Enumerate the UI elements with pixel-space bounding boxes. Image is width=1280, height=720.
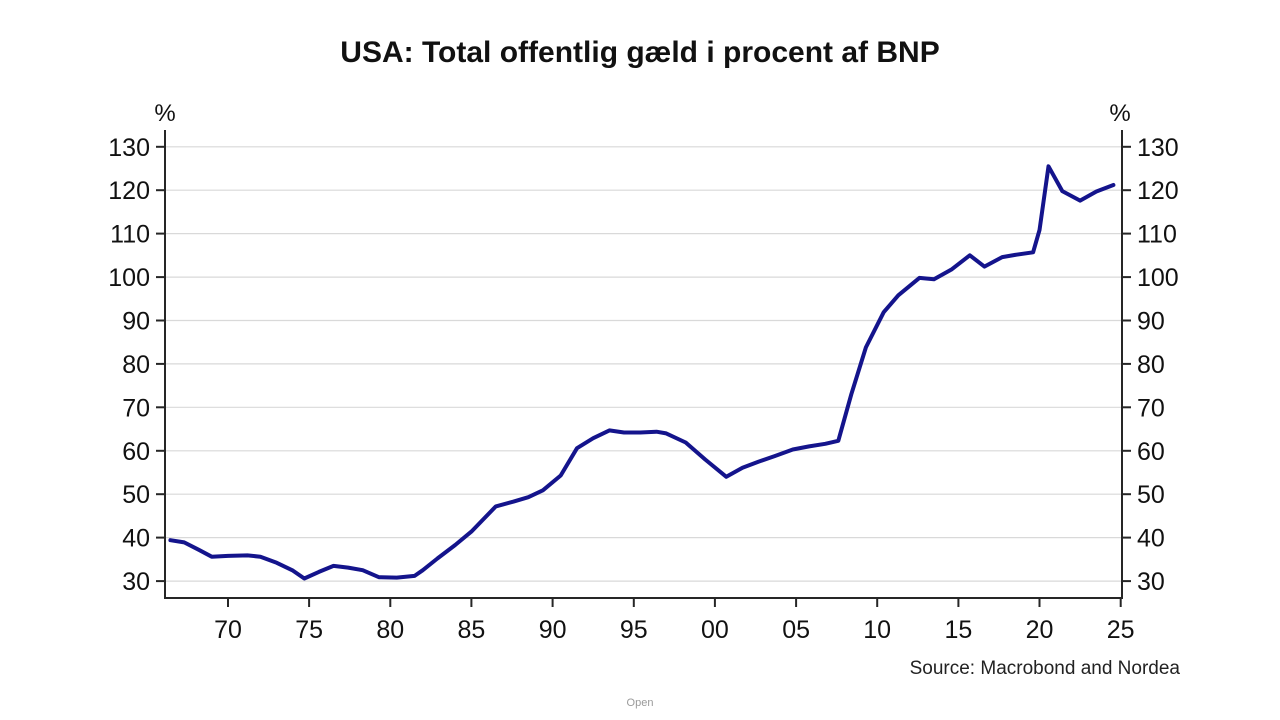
- y-tick-label-right: 90: [1137, 307, 1165, 335]
- y-tick-label-left: 70: [122, 394, 150, 422]
- y-tick-label-right: 130: [1137, 134, 1179, 162]
- debt-line: [168, 164, 1116, 581]
- y-tick-label-right: 80: [1137, 351, 1165, 379]
- y-unit-label-right: %: [1109, 100, 1130, 127]
- x-tick-label: 90: [539, 616, 567, 644]
- y-tick-label-left: 100: [108, 264, 150, 292]
- y-tick-label-right: 70: [1137, 394, 1165, 422]
- y-tick-label-left: 80: [122, 351, 150, 379]
- y-tick-label-left: 90: [122, 307, 150, 335]
- x-tick-label: 05: [782, 616, 810, 644]
- y-tick-label-left: 110: [110, 221, 150, 249]
- x-tick-label: 70: [214, 616, 242, 644]
- x-tick-label: 15: [944, 616, 972, 644]
- x-tick-label: 25: [1107, 616, 1135, 644]
- x-tick-label: 10: [863, 616, 891, 644]
- y-tick-label-left: 40: [122, 525, 150, 553]
- y-tick-label-left: 60: [122, 438, 150, 466]
- y-tick-label-right: 60: [1137, 438, 1165, 466]
- y-unit-label-left: %: [154, 100, 175, 127]
- source-label: Source: Macrobond and Nordea: [909, 658, 1180, 679]
- open-button[interactable]: Open: [626, 697, 654, 709]
- y-tick-label-right: 100: [1137, 264, 1179, 292]
- y-tick-label-right: 50: [1137, 481, 1165, 509]
- x-tick-label: 85: [457, 616, 485, 644]
- x-tick-label: 20: [1026, 616, 1054, 644]
- y-tick-label-left: 120: [108, 177, 150, 205]
- y-tick-label-right: 110: [1137, 221, 1177, 249]
- y-tick-label-right: 120: [1137, 177, 1179, 205]
- x-tick-label: 00: [701, 616, 729, 644]
- x-tick-label: 75: [295, 616, 323, 644]
- y-tick-label-left: 30: [122, 568, 150, 596]
- y-tick-label-left: 50: [122, 481, 150, 509]
- x-tick-label: 95: [620, 616, 648, 644]
- x-tick-label: 80: [376, 616, 404, 644]
- y-tick-label-right: 40: [1137, 525, 1165, 553]
- page-title: USA: Total offentlig gæld i procent af B…: [340, 36, 940, 69]
- y-tick-label-left: 130: [108, 134, 150, 162]
- y-tick-label-right: 30: [1137, 568, 1165, 596]
